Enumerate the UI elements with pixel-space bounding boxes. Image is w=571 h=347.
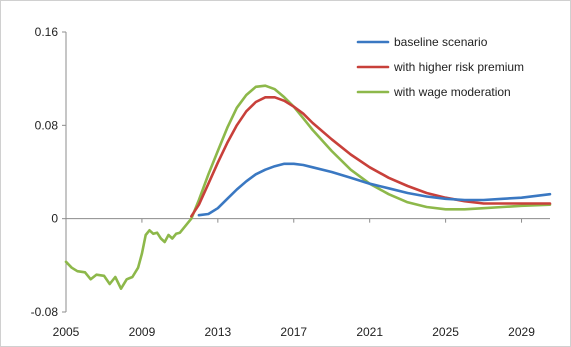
y-tick-label: 0.16 [35,25,59,39]
legend-label: with higher risk premium [393,60,524,74]
legend-label: with wage moderation [393,85,511,99]
legend-label: baseline scenario [394,35,488,49]
x-tick-label: 2025 [432,325,459,339]
series-lines [64,84,552,290]
y-tick-label: 0.08 [35,118,59,132]
x-tick-label: 2017 [280,325,307,339]
x-tick-label: 2005 [53,325,80,339]
x-tick-label: 2029 [508,325,535,339]
legend: baseline scenario with higher risk premiu… [356,35,524,99]
series-line-baseline-scenario [197,162,552,217]
x-tick-label: 2013 [204,325,231,339]
y-tick-label: -0.08 [31,305,59,319]
x-tick-label: 2021 [356,325,383,339]
series-line-with-wage-moderation [64,84,552,290]
y-tick-label: 0 [51,212,58,226]
x-tick-label: 2009 [129,325,156,339]
axes: -0.08 0 0.08 0.16 2005 2009 2013 2017 2021 2025 20… [31,25,550,339]
